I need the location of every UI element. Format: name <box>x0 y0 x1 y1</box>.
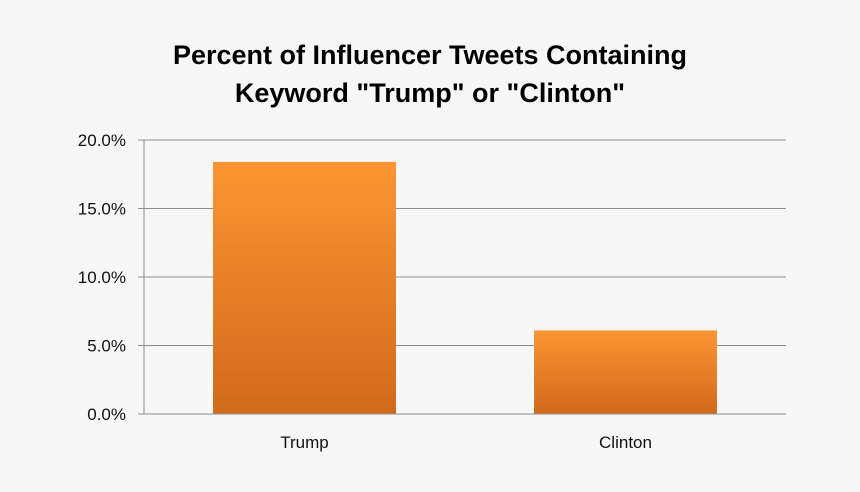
y-tick-label: 15.0% <box>78 200 126 219</box>
axis-labels: 0.0% 5.0% 10.0% 15.0% 20.0% Trump Clinton <box>78 131 652 452</box>
axes <box>138 139 786 415</box>
y-tick-label: 5.0% <box>87 337 126 356</box>
bar-trump <box>213 161 396 414</box>
chart-title-line-1: Percent of Influencer Tweets Containing <box>172 40 688 70</box>
y-tick-label: 10.0% <box>78 268 126 287</box>
y-tick-label: 20.0% <box>78 131 126 150</box>
chart-title: Percent of Influencer Tweets Containing … <box>0 36 860 112</box>
y-tick-label: 0.0% <box>87 405 126 424</box>
x-category-label: Clinton <box>599 433 652 452</box>
bar-clinton <box>534 330 717 414</box>
chart-title-line-2: Keyword "Trump" or "Clinton" <box>234 78 626 108</box>
bars <box>213 161 717 414</box>
x-category-label: Trump <box>280 433 329 452</box>
